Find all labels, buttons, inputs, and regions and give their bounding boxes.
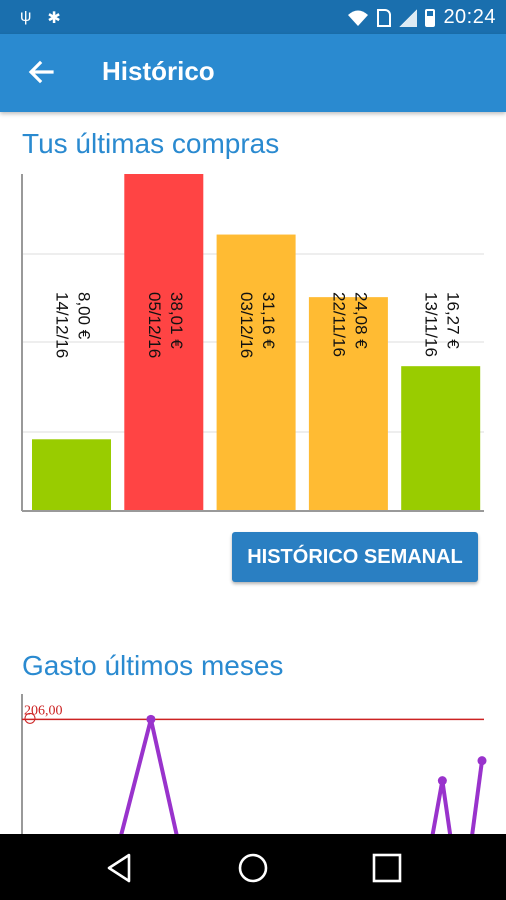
usb-icon: ψ: [20, 8, 32, 25]
bar-22/11/16[interactable]: [308, 297, 388, 510]
bar-date-label: 14/12/16: [53, 292, 72, 358]
weekly-history-button[interactable]: HISTÓRICO SEMANAL: [232, 532, 478, 582]
line-point[interactable]: [477, 756, 487, 766]
back-arrow-icon[interactable]: [24, 54, 60, 90]
status-bar: ψ ✱ 20:24: [0, 0, 506, 34]
bar-03/12/16[interactable]: [216, 234, 296, 510]
bar-date-label: 22/11/16: [329, 292, 348, 357]
page-title: Histórico: [102, 56, 215, 86]
bar-value-label: 24,08 €: [351, 292, 370, 349]
purchases-bar-chart: 8,00 €14/12/16 38,01 €05/12/16 31,16 €03/1…: [21, 174, 484, 512]
nav-recents-icon[interactable]: [370, 851, 404, 885]
bar-label-group: 16,27 €13/11/16: [422, 292, 463, 357]
bar-date-label: 03/12/16: [237, 292, 256, 358]
series-line-end: [470, 760, 484, 834]
bar-label-group: 31,16 €03/12/16: [237, 292, 278, 358]
reference-label: 206,00: [24, 703, 63, 718]
bar-05/12/16[interactable]: [124, 174, 204, 510]
status-time: 20:24: [443, 6, 496, 28]
bar-label-group: 8,00 €14/12/16: [53, 292, 94, 358]
bar-value-label: 31,16 €: [259, 292, 278, 349]
monthly-section-title: Gasto últimos meses: [22, 650, 284, 681]
sim-icon: [377, 8, 392, 27]
app-bar: Histórico: [0, 34, 506, 112]
bar-14/12/16[interactable]: [32, 439, 111, 510]
nav-back-icon[interactable]: [103, 851, 137, 885]
bar-label-group: 24,08 €22/11/16: [329, 292, 370, 357]
signal-icon: [399, 8, 418, 27]
line-point[interactable]: [146, 714, 156, 724]
navigation-bar: [0, 834, 506, 900]
line-point[interactable]: [437, 776, 447, 786]
nav-home-icon[interactable]: [236, 851, 270, 885]
bar-date-label: 05/12/16: [145, 292, 164, 358]
android-debug-icon: ✱: [47, 10, 61, 27]
monthly-line-chart: 206,00: [21, 694, 487, 834]
bar-label-group: 38,01 €05/12/16: [145, 292, 186, 358]
series-line-small: [430, 780, 453, 834]
bar-13/11/16[interactable]: [401, 366, 481, 510]
purchases-section-title: Tus últimas compras: [22, 128, 280, 159]
reference-marker: [24, 712, 36, 724]
series-line-peak: [119, 718, 179, 834]
battery-icon: [425, 8, 436, 27]
bar-date-label: 13/11/16: [422, 292, 441, 357]
bar-value-label: 38,01 €: [167, 292, 186, 349]
bar-value-label: 8,00 €: [75, 292, 94, 340]
wifi-icon: [348, 10, 369, 26]
bar-value-label: 16,27 €: [444, 292, 463, 349]
